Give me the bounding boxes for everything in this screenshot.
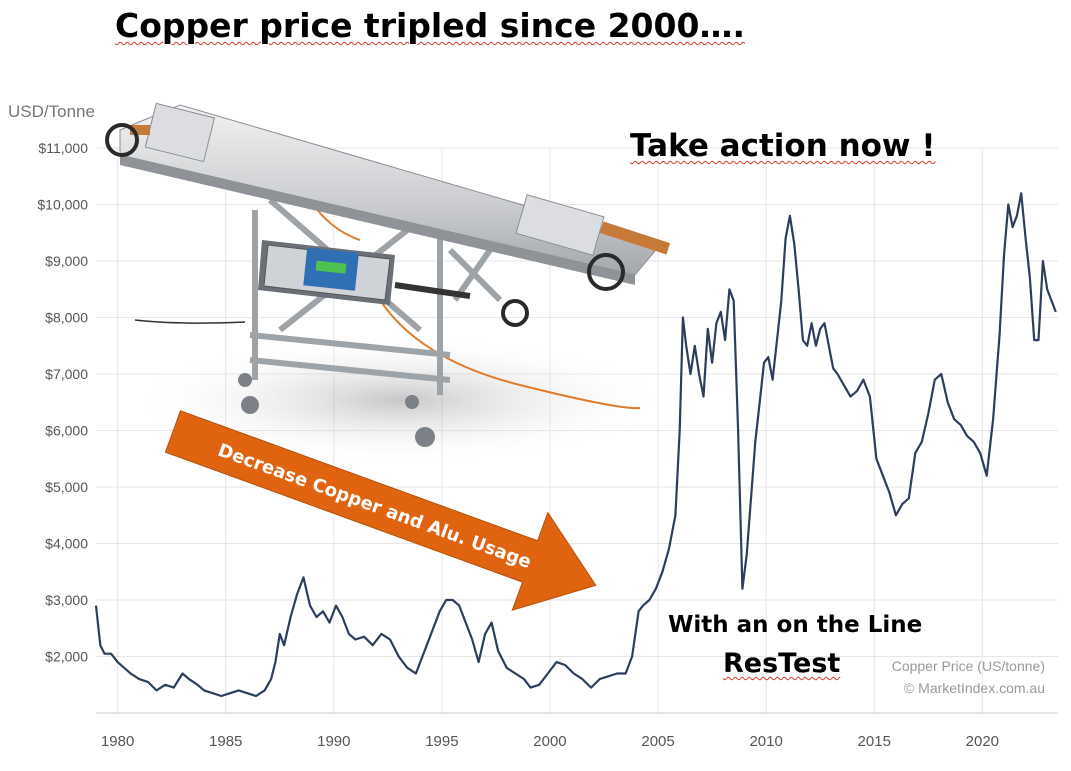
y-tick-label: $9,000	[45, 253, 88, 269]
headline: Copper price tripled since 2000….	[115, 6, 745, 45]
watermark: Copper Price (US/tonne) © MarketIndex.co…	[892, 658, 1045, 696]
x-tick-label: 2000	[533, 733, 566, 750]
x-axis: 1980 1985 1990 1995 2000 2005 2010 2015 2020	[96, 712, 1058, 750]
y-axis-label: USD/Tonne	[8, 102, 95, 121]
y-tick-label: $4,000	[45, 536, 88, 552]
call-to-action: Take action now !	[630, 128, 936, 164]
product-name: ResTest	[723, 648, 841, 679]
y-tick-label: $8,000	[45, 310, 88, 326]
watermark-source: © MarketIndex.com.au	[904, 680, 1045, 696]
x-tick-label: 2010	[749, 733, 782, 750]
subtext-line1: With an on the Line	[668, 612, 923, 638]
y-tick-label: $10,000	[37, 197, 88, 213]
x-tick-label: 2005	[641, 733, 674, 750]
restest-machine-image	[105, 102, 671, 465]
series-line	[94, 192, 1057, 698]
series-copper-price	[94, 192, 1057, 698]
x-tick-label: 2020	[966, 733, 999, 750]
y-tick-label: $3,000	[45, 592, 88, 608]
x-tick-label: 1985	[209, 733, 242, 750]
watermark-title: Copper Price (US/tonne)	[892, 658, 1045, 674]
x-tick-label: 1995	[425, 733, 458, 750]
x-tick-label: 2015	[858, 733, 891, 750]
y-tick-label: $2,000	[45, 649, 88, 665]
y-tick-label: $5,000	[45, 479, 88, 495]
y-axis: $2,000 $3,000 $4,000 $5,000 $6,000 $7,000 $8,0…	[37, 140, 88, 665]
y-tick-label: $11,000	[38, 140, 88, 156]
y-tick-label: $7,000	[45, 366, 88, 382]
x-tick-label: 1990	[317, 733, 350, 750]
y-tick-label: $6,000	[45, 423, 88, 439]
x-tick-label: 1980	[101, 733, 134, 750]
